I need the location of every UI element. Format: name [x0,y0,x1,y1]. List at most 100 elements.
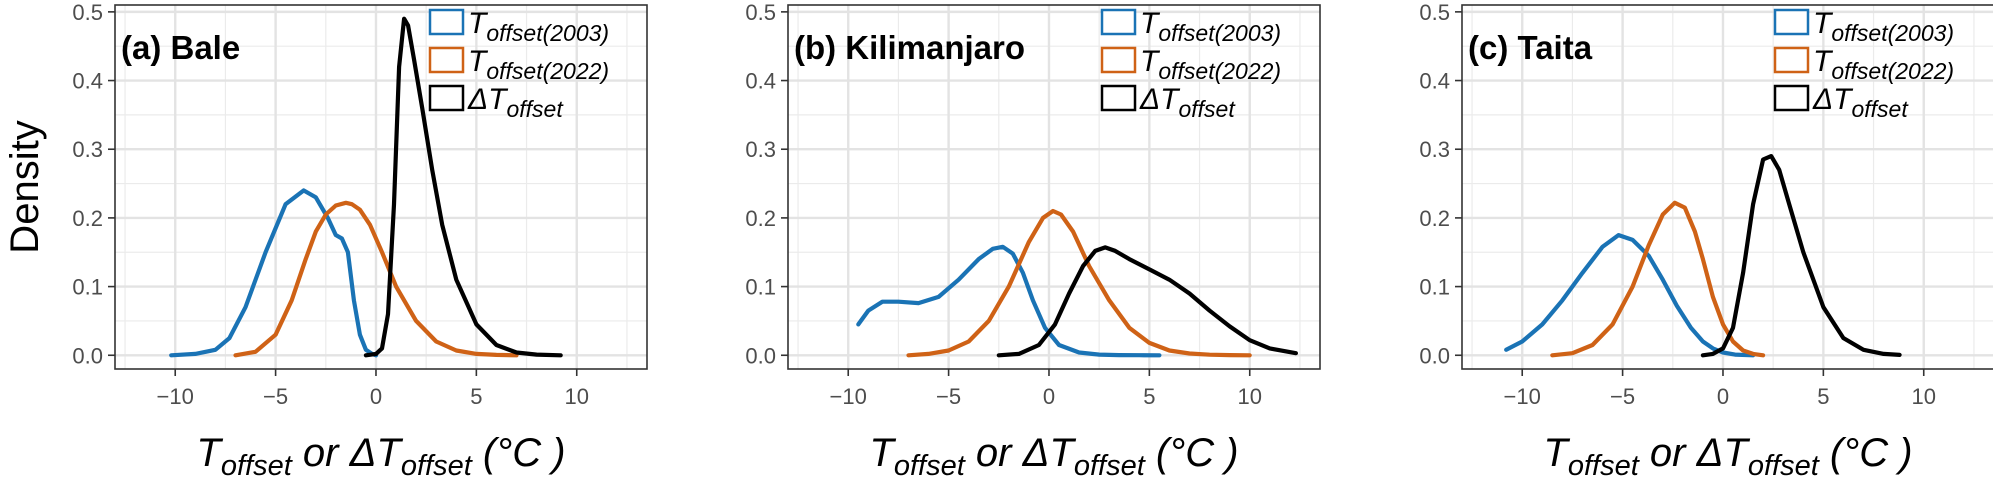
legend-label-subscript: offset [1178,96,1236,122]
x-tick-label: 10 [1911,384,1935,409]
x-tick-label: 0 [1043,384,1055,409]
x-axis-title-part: or [292,431,350,475]
x-axis-title-subscript: offset [894,450,967,481]
x-axis-title-subscript: offset [401,450,474,481]
legend-key [1100,8,1137,36]
x-tick-label: −10 [1504,384,1541,409]
x-tick-label: 5 [470,384,482,409]
legend-label-base: ΔT [467,83,509,116]
legend-label-base: ΔT [1812,83,1854,116]
panel-border [787,4,1321,370]
density-line-series-2 [906,208,1252,358]
x-axis-title-part: T [869,431,896,475]
legend-key [1773,84,1810,112]
legend-label: Toffset(2003) [1813,7,1954,46]
legend-label: Toffset(2022) [468,45,609,84]
legend-label-subscript: offset [506,96,564,122]
y-tick-label: 0.5 [1419,0,1450,25]
legend-key [1773,46,1810,74]
y-tick-label: 0.2 [72,206,103,231]
legend-label-subscript: offset(2003) [1831,20,1954,46]
legend-label-base: T [1813,45,1834,78]
x-tick-label: 0 [370,384,382,409]
density-line-series-2 [1550,200,1766,358]
y-tick-label: 0.5 [72,0,103,25]
y-tick-label: 0.1 [745,275,776,300]
panel-label: (c) Taita [1468,29,1593,66]
density-line-series-3 [1700,154,1902,358]
panel-3: −10 −5 0 5 10 0.0 0.1 0.2 0.3 0.4 0.5 (c) Taita Toff… [1419,0,1993,482]
legend-label: Toffset(2003) [1140,7,1281,46]
y-tick-label: 0.0 [1419,343,1450,368]
y-axis-title: Density [3,120,47,253]
legend-label-subscript: offset(2022) [1831,58,1954,84]
y-tick-label: 0.2 [1419,206,1450,231]
legend-label-base: T [1813,7,1834,40]
legend-label-base: T [1140,45,1161,78]
x-axis-title-part: or [965,431,1023,475]
legend-label-subscript: offset(2022) [1158,58,1281,84]
legend-label: Toffset(2022) [1813,45,1954,84]
legend-label-subscript: offset(2022) [486,58,609,84]
x-axis-title-part: ΔT [1696,431,1751,475]
panel-label: (b) Kilimanjaro [794,29,1025,66]
x-axis-title: Toffset or ΔToffset (°C ) [869,431,1238,481]
panel-label: (a) Bale [121,29,240,66]
legend-key [1100,46,1137,74]
legend-label: Toffset(2022) [1140,45,1281,84]
legend-label: ΔToffset [1139,83,1236,122]
y-tick-label: 0.4 [1419,69,1450,94]
legend-label: ΔToffset [1812,83,1909,122]
x-axis-title-part: or [1639,431,1697,475]
legend-label: Toffset(2003) [468,7,609,46]
panel-border [114,4,648,370]
y-tick-label: 0.3 [72,137,103,162]
density-line-series-3 [996,245,1298,358]
x-axis-title-part: ΔT [1022,431,1077,475]
x-axis-title-part: T [196,431,223,475]
legend-label-subscript: offset(2003) [486,20,609,46]
x-axis-title-part: (°C ) [1819,431,1913,475]
legend-key [1100,84,1137,112]
legend-label-base: T [468,7,489,40]
x-tick-label: −5 [936,384,961,409]
legend-label-subscript: offset [1851,96,1909,122]
x-tick-label: −5 [263,384,288,409]
x-axis-title-part: T [1543,431,1570,475]
x-axis-title: Toffset or ΔToffset (°C ) [1543,431,1912,481]
y-tick-label: 0.3 [745,137,776,162]
x-tick-label: 0 [1717,384,1729,409]
x-tick-label: −10 [157,384,194,409]
legend-key [428,84,465,112]
panel-1: −10 −5 0 5 10 0.0 0.1 0.2 0.3 0.4 0.5 (a) Bale Toffs… [72,0,648,482]
x-axis-title-subscript: offset [1568,450,1641,481]
x-tick-label: −5 [1610,384,1635,409]
panel-border [1461,4,1993,370]
plot-background [1462,5,1993,369]
density-line-series-1 [169,188,379,358]
y-tick-label: 0.4 [72,69,103,94]
plot-background [115,5,647,369]
x-tick-label: 10 [1237,384,1261,409]
x-axis-title-part: (°C ) [1145,431,1239,475]
y-tick-label: 0.4 [745,69,776,94]
legend-key [428,46,465,74]
density-line-series-2 [233,200,519,358]
x-axis-title: Toffset or ΔToffset (°C ) [196,431,565,481]
y-tick-label: 0.3 [1419,137,1450,162]
y-tick-label: 0.0 [745,343,776,368]
legend-label-base: T [1140,7,1161,40]
panel-2: −10 −5 0 5 10 0.0 0.1 0.2 0.3 0.4 0.5 (b) Kilimanja… [745,0,1321,482]
legend-label-base: T [468,45,489,78]
x-axis-title-subscript: offset [1074,450,1147,481]
legend-label-base: ΔT [1139,83,1181,116]
x-axis-title-part: (°C ) [472,431,566,475]
x-tick-label: 5 [1143,384,1155,409]
plot-background [788,5,1320,369]
x-tick-label: 10 [564,384,588,409]
x-tick-label: 5 [1817,384,1829,409]
x-tick-label: −10 [830,384,867,409]
density-line-series-3 [363,16,563,358]
legend-key [428,8,465,36]
y-tick-label: 0.2 [745,206,776,231]
